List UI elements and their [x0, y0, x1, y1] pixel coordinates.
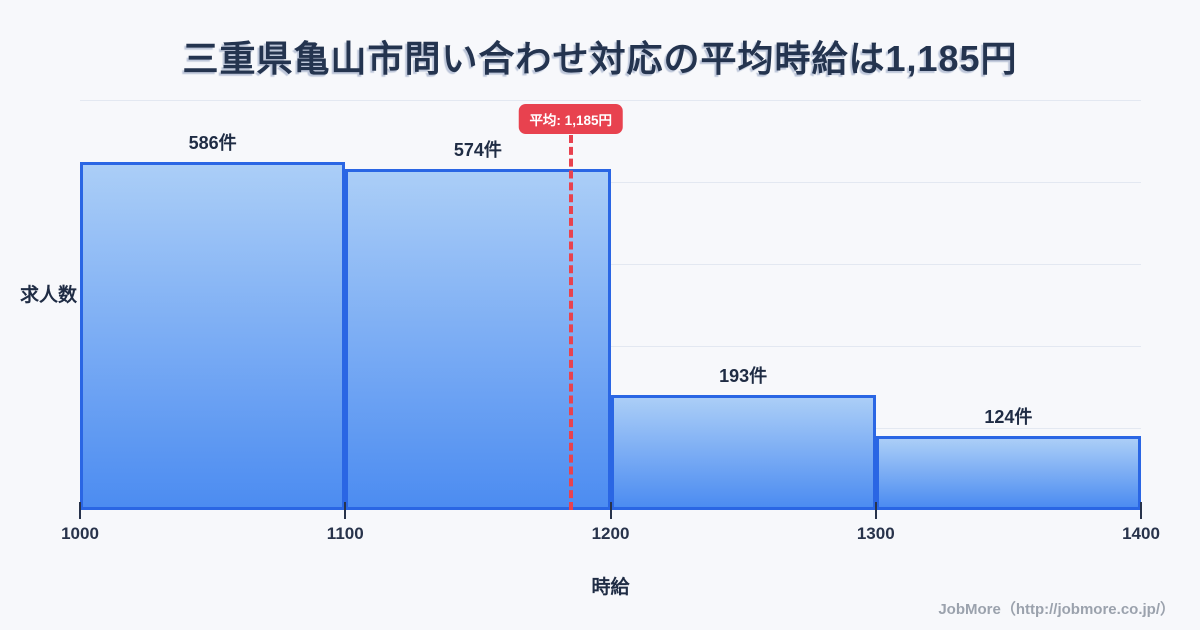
bar-value-label: 124件: [984, 407, 1033, 428]
x-axis-label: 時給: [591, 577, 630, 598]
histogram-bar-1300-1400: [875, 436, 1141, 510]
bar-value-label: 586件: [188, 132, 237, 153]
bar-value-label: 193件: [719, 366, 768, 387]
x-tick-label: 1200: [591, 524, 630, 543]
histogram-bar-1000-1100: [80, 161, 346, 510]
plot-area: 586件 574件 193件 124件: [80, 100, 1141, 510]
bar-value-label: 574件: [453, 139, 502, 160]
x-tick-label: 1400: [1122, 524, 1160, 543]
gridline: [80, 346, 1141, 347]
x-tick-mark: [609, 502, 612, 519]
x-tick-mark: [1140, 502, 1142, 519]
histogram-bar-1100-1200: [345, 168, 611, 510]
gridline: [80, 100, 1141, 101]
x-tick-mark: [344, 502, 347, 519]
x-tick-mark: [874, 502, 877, 519]
x-tick-label: 1100: [326, 524, 364, 543]
y-axis-label: 求人数: [20, 285, 78, 306]
gridline: [80, 264, 1141, 265]
x-tick-mark: [79, 502, 81, 519]
average-line: [568, 135, 573, 510]
chart-title: 三重県亀山市問い合わせ対応の平均時給は1,185円: [182, 38, 1018, 79]
x-tick-label: 1300: [856, 524, 895, 543]
gridline: [80, 182, 1141, 183]
x-axis: 1000 1100 1200 1300 1400: [61, 502, 1160, 560]
footer-credit: JobMore（http://jobmore.co.jp/）: [938, 601, 1175, 618]
average-value-badge: 平均: 1,185円: [518, 104, 623, 134]
histogram-bar-1200-1300: [610, 395, 876, 510]
x-tick-label: 1000: [61, 524, 99, 543]
